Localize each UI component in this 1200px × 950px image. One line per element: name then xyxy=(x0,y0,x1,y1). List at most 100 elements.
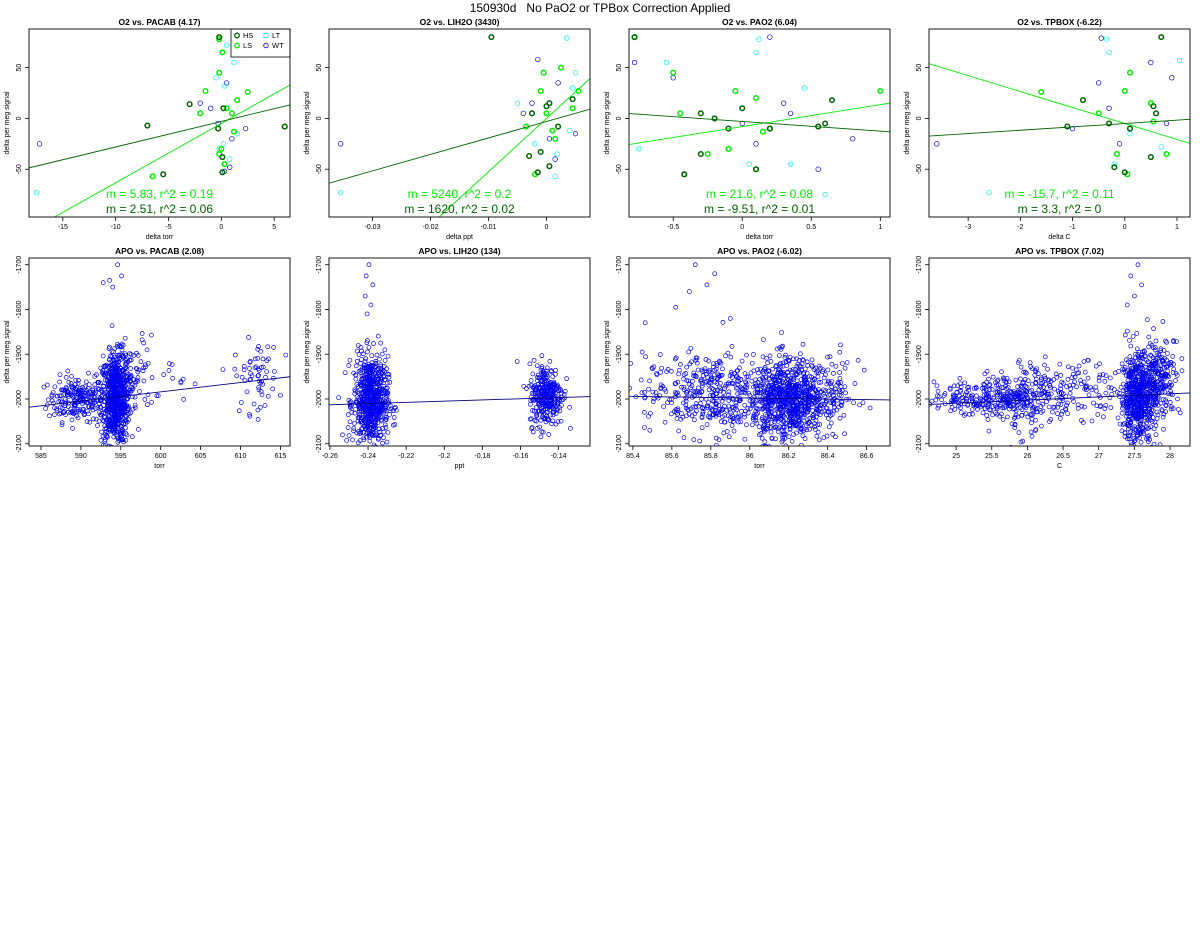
data-point xyxy=(149,375,155,381)
data-point xyxy=(1048,417,1054,422)
data-point xyxy=(1012,425,1018,431)
data-point xyxy=(835,380,841,385)
data-point xyxy=(375,367,380,373)
data-point xyxy=(1028,364,1034,370)
data-point xyxy=(978,397,984,402)
data-point xyxy=(685,407,691,412)
data-point xyxy=(759,383,765,389)
data-point xyxy=(768,386,774,392)
data-point xyxy=(1064,402,1069,408)
data-point xyxy=(658,369,663,375)
data-point xyxy=(995,382,1001,388)
data-point xyxy=(49,398,55,404)
data-point xyxy=(802,408,808,414)
data-point xyxy=(759,415,765,421)
data-point xyxy=(962,380,968,386)
data-point xyxy=(242,378,248,384)
data-point xyxy=(1127,389,1132,395)
data-point xyxy=(744,385,750,391)
data-point-hs xyxy=(526,152,533,160)
data-point xyxy=(1038,377,1044,383)
data-point xyxy=(359,377,364,383)
x-tick-label: 590 xyxy=(75,453,87,460)
data-point xyxy=(692,389,698,395)
data-point xyxy=(544,365,550,371)
data-point xyxy=(373,360,379,366)
data-point xyxy=(987,382,993,387)
data-point xyxy=(241,367,247,373)
data-point xyxy=(366,345,372,350)
data-point xyxy=(107,417,113,422)
data-point-outlier xyxy=(362,293,368,299)
data-point xyxy=(192,381,198,387)
fit-line xyxy=(929,392,1190,405)
legend-marker-lt xyxy=(263,32,269,39)
data-point-hs xyxy=(1064,123,1071,130)
data-point xyxy=(119,341,125,347)
data-point xyxy=(980,398,986,404)
data-point xyxy=(987,407,993,413)
data-point xyxy=(1032,428,1038,433)
data-point xyxy=(78,387,84,393)
data-point xyxy=(975,406,980,412)
data-point xyxy=(1032,367,1038,373)
data-point xyxy=(143,362,148,368)
data-point xyxy=(765,421,771,427)
data-point xyxy=(763,443,768,446)
data-point xyxy=(735,381,741,387)
data-point xyxy=(107,423,113,428)
data-point xyxy=(713,435,719,441)
data-point xyxy=(811,397,816,402)
data-point xyxy=(774,406,779,412)
data-point xyxy=(984,368,990,374)
data-point xyxy=(1169,404,1174,410)
data-point xyxy=(564,376,569,382)
data-point xyxy=(368,370,373,375)
data-point-wt xyxy=(36,141,43,147)
data-point xyxy=(957,375,963,381)
data-point xyxy=(1157,442,1163,446)
data-point xyxy=(1027,360,1033,366)
data-point-outlier xyxy=(712,271,718,277)
data-point xyxy=(985,417,991,422)
data-point xyxy=(381,435,386,441)
data-point xyxy=(1072,379,1077,385)
data-point xyxy=(726,398,732,403)
data-point xyxy=(1155,394,1161,400)
data-point xyxy=(1068,386,1074,391)
data-point xyxy=(691,417,697,423)
data-point xyxy=(531,357,537,363)
data-point xyxy=(368,363,374,368)
data-point xyxy=(650,399,656,404)
data-point xyxy=(357,462,361,466)
data-point xyxy=(556,396,561,401)
data-point xyxy=(934,383,940,389)
data-point-hs xyxy=(569,96,576,103)
data-point xyxy=(804,387,810,393)
data-point xyxy=(548,368,554,374)
data-point xyxy=(359,383,364,388)
data-point xyxy=(1148,377,1153,382)
data-point xyxy=(973,384,979,390)
data-point xyxy=(1120,401,1126,407)
data-point xyxy=(815,374,821,380)
data-point xyxy=(1117,421,1123,427)
data-point xyxy=(73,386,79,392)
data-point xyxy=(546,417,552,423)
fit-annotation: m = 5.83, r^2 = 0.19 xyxy=(106,187,213,201)
data-point xyxy=(797,460,801,464)
data-point xyxy=(821,401,827,407)
data-point xyxy=(354,394,360,399)
data-point xyxy=(785,402,790,408)
data-point xyxy=(990,403,996,409)
data-point xyxy=(550,374,556,379)
data-point xyxy=(1063,393,1069,399)
data-point xyxy=(839,400,845,405)
data-point xyxy=(552,372,558,377)
y-tick-label: -2100 xyxy=(616,435,623,453)
y-tick-label: -2000 xyxy=(916,390,923,408)
data-point xyxy=(833,389,839,395)
x-tick-label: 5 xyxy=(272,224,276,231)
data-point xyxy=(115,402,120,407)
fit-line-hs-ls xyxy=(29,104,290,169)
